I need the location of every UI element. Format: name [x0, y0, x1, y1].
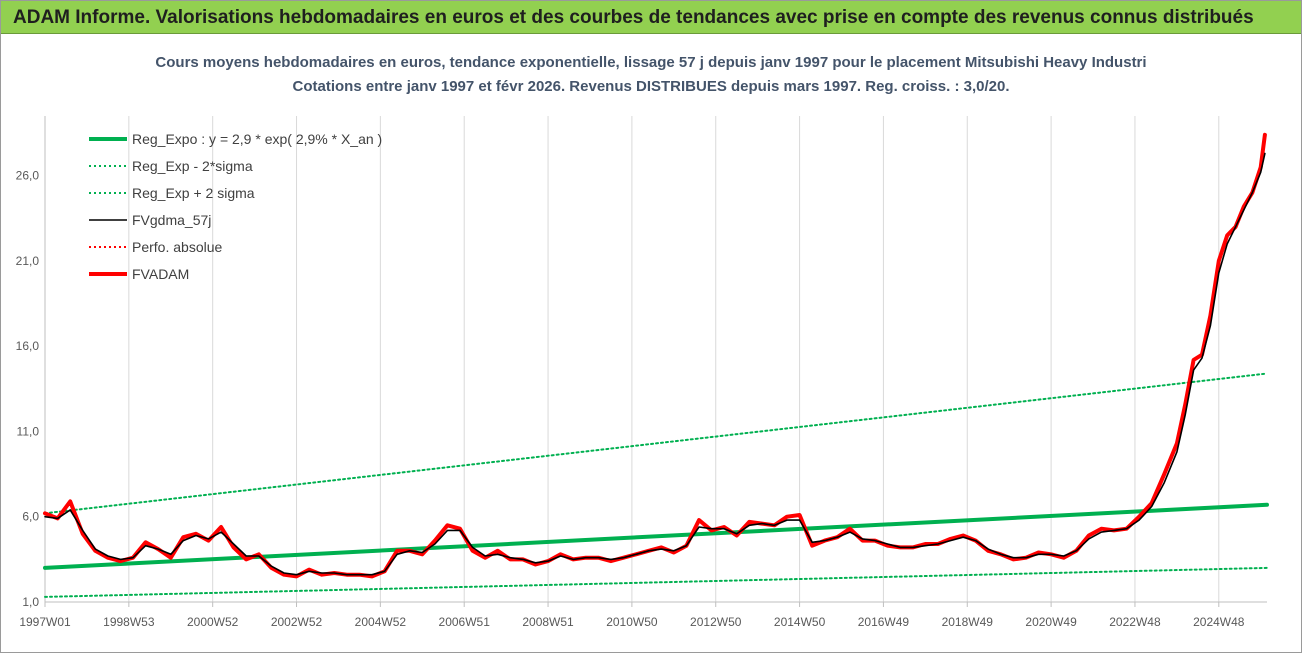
fvadam-series: [43, 132, 1267, 579]
y-tick-label: 26,0: [16, 169, 40, 183]
legend-label-reg-exp-minus-2-sigma: Reg_Exp - 2*sigma: [132, 158, 253, 174]
report-title-banner: ADAM Informe. Valorisations hebdomadaire…: [1, 1, 1301, 34]
x-tick-label: 2002W52: [271, 615, 323, 629]
y-tick-label: 1,0: [22, 595, 39, 609]
series-layer: [43, 132, 1269, 598]
legend-label-reg-expo: Reg_Expo : y = 2,9 * exp( 2,9% * X_an ): [132, 131, 382, 147]
x-tick-label: 2008W51: [522, 615, 574, 629]
x-tick-label: 1998W53: [103, 615, 155, 629]
reg-exp-minus-2-sigma-series: [44, 566, 1268, 598]
legend-label-fvgdma-57j: FVgdma_57j: [132, 212, 211, 228]
y-axis-ticks: 1,0 6,0 11,0 16,0 21,0 26,0: [16, 169, 40, 609]
x-tick-label: 2016W49: [858, 615, 910, 629]
y-tick-label: 16,0: [16, 339, 40, 353]
x-tick-label: 2000W52: [187, 615, 239, 629]
x-tick-label: 2018W49: [942, 615, 994, 629]
chart-title-line-1: Cours moyens hebdomadaires en euros, ten…: [155, 54, 1147, 71]
y-tick-label: 6,0: [22, 510, 39, 524]
y-tick-label: 11,0: [17, 424, 40, 438]
reg-exp-plus-2-sigma-series: [44, 372, 1268, 515]
y-tick-label: 21,0: [16, 254, 40, 268]
x-tick-label: 2010W50: [606, 615, 658, 629]
legend-label-reg-exp-plus-2-sigma: Reg_Exp + 2 sigma: [132, 185, 255, 201]
legend-label-perfo-absolue: Perfo. absolue: [132, 239, 222, 255]
x-tick-label: 1997W01: [19, 615, 71, 629]
x-tick-label: 2020W49: [1025, 615, 1077, 629]
x-tick-label: 2006W51: [439, 615, 491, 629]
x-tick-label: 2024W48: [1193, 615, 1245, 629]
legend-label-fvadam: FVADAM: [132, 266, 189, 282]
legend: Reg_Expo : y = 2,9 * exp( 2,9% * X_an ) R…: [89, 131, 382, 282]
chart-title-line-2: Cotations entre janv 1997 et févr 2026. …: [292, 78, 1010, 95]
x-axis-ticks: 1997W01 1998W53 2000W52 2002W52 2004W52 2006W…: [19, 602, 1245, 629]
fvgdma-57j-series: [44, 152, 1266, 576]
grid-layer: [128, 116, 1220, 602]
x-tick-label: 2014W50: [774, 615, 826, 629]
x-tick-label: 2022W48: [1109, 615, 1161, 629]
x-tick-label: 2004W52: [355, 615, 407, 629]
x-tick-label: 2012W50: [690, 615, 742, 629]
